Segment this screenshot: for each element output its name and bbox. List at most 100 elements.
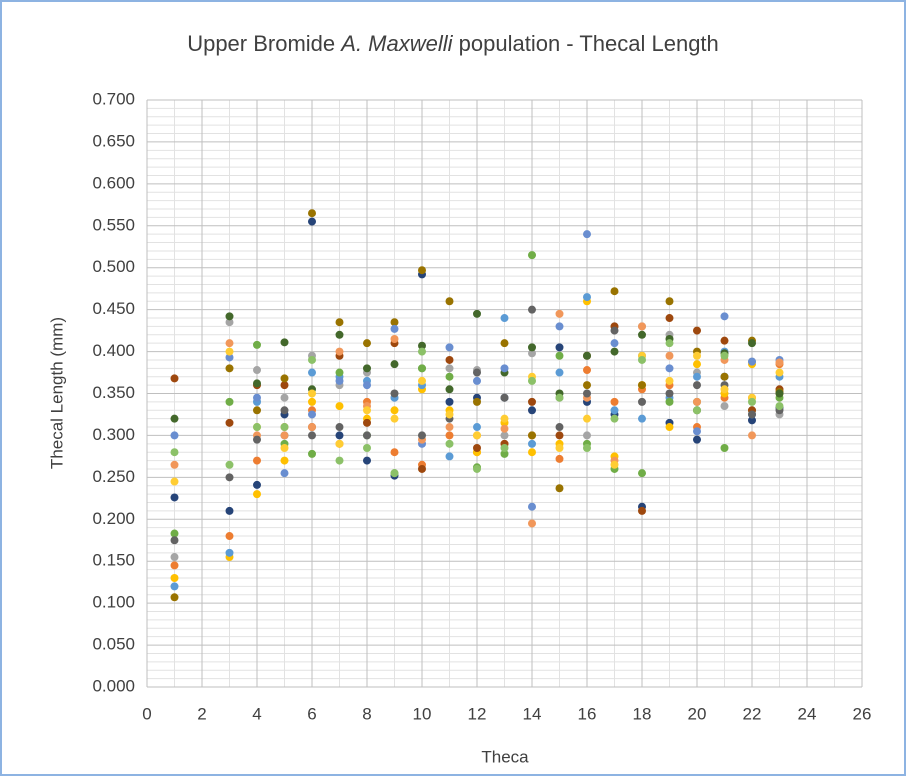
point [638, 330, 646, 339]
chart-title: Upper Bromide A. Maxwelli population - T… [187, 31, 719, 56]
point [253, 366, 261, 375]
point [445, 452, 454, 461]
y-tick-label: 0.500 [92, 257, 135, 276]
point [363, 339, 371, 348]
point [363, 418, 371, 427]
point [583, 431, 591, 440]
point [528, 406, 536, 415]
point [418, 266, 426, 275]
point [665, 351, 674, 360]
point [280, 423, 289, 432]
point [280, 406, 289, 415]
point [390, 389, 399, 398]
point [308, 397, 316, 406]
point [610, 326, 619, 335]
point [528, 251, 536, 260]
point [253, 480, 261, 489]
point [555, 393, 564, 402]
point [528, 519, 536, 528]
point [665, 314, 674, 323]
title-text: Upper Bromide [187, 31, 335, 56]
point [308, 368, 316, 377]
point [170, 573, 179, 582]
point [583, 366, 591, 375]
point [748, 357, 756, 366]
point [528, 397, 536, 406]
point [693, 360, 701, 369]
point [665, 423, 674, 432]
point [445, 297, 454, 306]
point [528, 349, 536, 358]
point [418, 347, 426, 356]
point [528, 502, 536, 511]
x-tick-label: 6 [307, 704, 316, 723]
point [473, 444, 481, 453]
point [720, 351, 729, 360]
y-tick-label: 0.150 [92, 551, 135, 570]
x-tick-label: 18 [633, 704, 652, 723]
point [170, 448, 179, 457]
point [445, 397, 454, 406]
point [583, 351, 591, 360]
point [555, 484, 564, 493]
point [775, 389, 784, 398]
point [473, 376, 481, 385]
point [418, 431, 426, 440]
point [363, 364, 371, 373]
point [253, 340, 261, 349]
point [170, 493, 179, 502]
point [335, 347, 344, 356]
point [693, 435, 701, 444]
point [528, 376, 536, 385]
point [390, 414, 399, 423]
x-tick-label: 22 [743, 704, 762, 723]
point [335, 439, 344, 448]
point [720, 444, 729, 453]
point [280, 456, 289, 465]
point [775, 402, 784, 411]
y-tick-label: 0.050 [92, 635, 135, 654]
point [170, 553, 179, 562]
x-tick-label: 20 [688, 704, 707, 723]
point [693, 372, 701, 381]
y-tick-label: 0.300 [92, 425, 135, 444]
point [170, 536, 179, 545]
point [748, 416, 756, 425]
point [720, 372, 729, 381]
point [473, 309, 481, 318]
point [500, 339, 509, 348]
point [693, 397, 701, 406]
point [610, 347, 619, 356]
point [528, 448, 536, 457]
point [610, 339, 619, 348]
point [280, 338, 289, 347]
point [363, 406, 371, 415]
y-axis-label: Thecal Length (mm) [47, 317, 66, 469]
point [500, 424, 509, 433]
y-tick-label: 0.250 [92, 467, 135, 486]
point [583, 414, 591, 423]
point [390, 360, 399, 369]
point [335, 431, 344, 440]
point [445, 343, 454, 352]
point [445, 364, 454, 373]
point [335, 368, 344, 377]
point [693, 326, 701, 335]
x-tick-label: 14 [523, 704, 542, 723]
point [638, 414, 646, 423]
point [555, 423, 564, 432]
point [500, 393, 509, 402]
grid [146, 99, 863, 688]
point [500, 364, 509, 373]
point [308, 217, 316, 226]
point [308, 449, 316, 458]
point [280, 393, 289, 402]
x-tick-label: 26 [853, 704, 872, 723]
point [665, 297, 674, 306]
point [418, 464, 426, 473]
point [308, 431, 316, 440]
point [638, 322, 646, 331]
x-tick-label: 16 [578, 704, 597, 723]
point [500, 431, 509, 440]
point [555, 343, 564, 352]
